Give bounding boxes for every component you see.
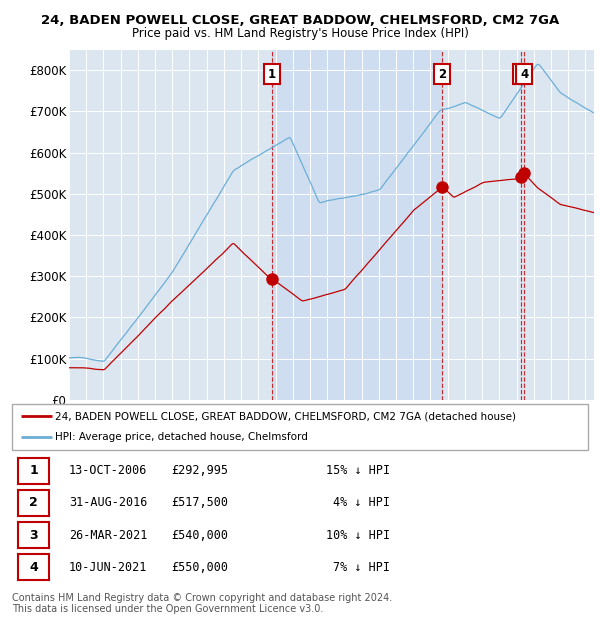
Text: 10-JUN-2021: 10-JUN-2021 <box>69 561 148 574</box>
Text: 3: 3 <box>517 68 524 81</box>
Text: 1: 1 <box>29 464 38 477</box>
Text: 24, BADEN POWELL CLOSE, GREAT BADDOW, CHELMSFORD, CM2 7GA (detached house): 24, BADEN POWELL CLOSE, GREAT BADDOW, CH… <box>55 412 516 422</box>
Text: 26-MAR-2021: 26-MAR-2021 <box>69 529 148 541</box>
Bar <box>272 50 442 400</box>
Text: 3: 3 <box>29 529 38 541</box>
Text: Price paid vs. HM Land Registry's House Price Index (HPI): Price paid vs. HM Land Registry's House … <box>131 27 469 40</box>
Text: 2: 2 <box>29 497 38 509</box>
Text: 4% ↓ HPI: 4% ↓ HPI <box>333 497 390 509</box>
Text: £550,000: £550,000 <box>171 561 228 574</box>
Text: HPI: Average price, detached house, Chelmsford: HPI: Average price, detached house, Chel… <box>55 432 308 442</box>
Text: 24, BADEN POWELL CLOSE, GREAT BADDOW, CHELMSFORD, CM2 7GA: 24, BADEN POWELL CLOSE, GREAT BADDOW, CH… <box>41 14 559 27</box>
Text: 13-OCT-2006: 13-OCT-2006 <box>69 464 148 477</box>
Text: 2: 2 <box>438 68 446 81</box>
Text: 7% ↓ HPI: 7% ↓ HPI <box>333 561 390 574</box>
Text: 4: 4 <box>520 68 528 81</box>
Text: £517,500: £517,500 <box>171 497 228 509</box>
Text: 10% ↓ HPI: 10% ↓ HPI <box>326 529 390 541</box>
Text: £292,995: £292,995 <box>171 464 228 477</box>
Text: Contains HM Land Registry data © Crown copyright and database right 2024.: Contains HM Land Registry data © Crown c… <box>12 593 392 603</box>
Text: 4: 4 <box>29 561 38 574</box>
Text: This data is licensed under the Open Government Licence v3.0.: This data is licensed under the Open Gov… <box>12 604 323 614</box>
Text: 15% ↓ HPI: 15% ↓ HPI <box>326 464 390 477</box>
Text: 1: 1 <box>268 68 276 81</box>
Text: 31-AUG-2016: 31-AUG-2016 <box>69 497 148 509</box>
Text: £540,000: £540,000 <box>171 529 228 541</box>
